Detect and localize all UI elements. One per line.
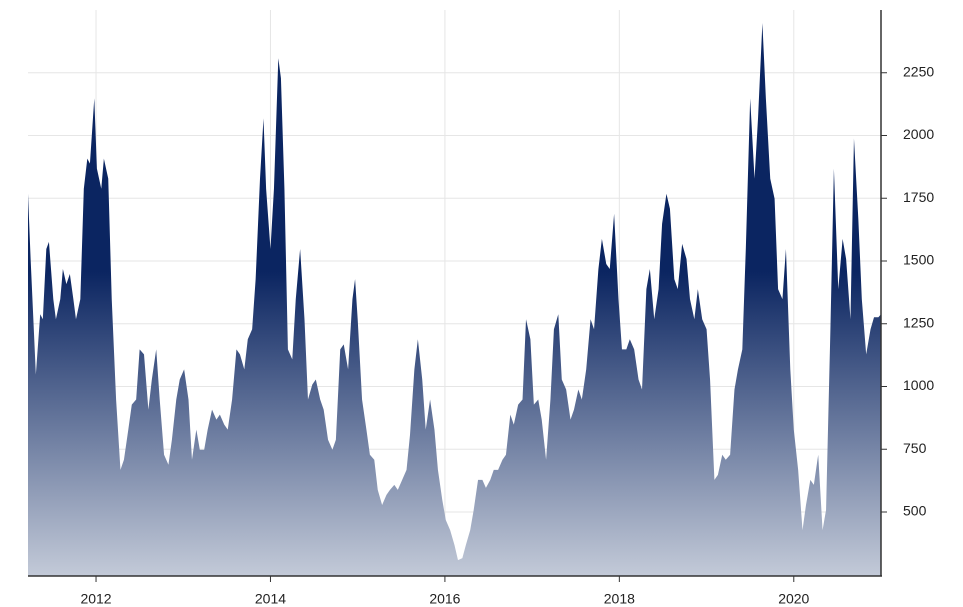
y-tick-label: 500 [903, 503, 927, 519]
y-tick-label: 1750 [903, 189, 934, 205]
y-tick-label: 2250 [903, 63, 934, 79]
area [28, 23, 881, 577]
y-tick-label: 1250 [903, 314, 934, 330]
y-tick-label: 750 [903, 440, 927, 456]
x-tick-label: 2018 [604, 591, 635, 607]
x-tick-label: 2020 [778, 591, 809, 607]
x-tick-label: 2016 [429, 591, 460, 607]
y-tick-label: 1000 [903, 377, 934, 393]
x-tick-label: 2012 [80, 591, 111, 607]
y-tick-label: 2000 [903, 126, 934, 142]
x-tick-label: 2014 [255, 591, 286, 607]
y-tick-label: 1500 [903, 252, 934, 268]
